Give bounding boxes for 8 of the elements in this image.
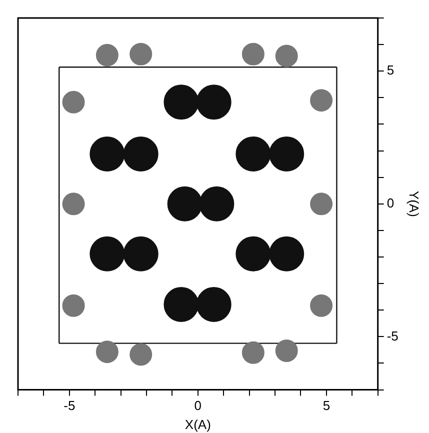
y-tick-label: 0 (386, 195, 394, 210)
x-tick-label: -5 (64, 398, 76, 414)
y-tick-label: 5 (386, 62, 394, 78)
y-tick-label: -5 (386, 328, 398, 344)
x-tick-label: 0 (194, 398, 202, 414)
x-tick-label: 5 (322, 398, 330, 414)
y-axis-title: Y(A) (406, 190, 422, 217)
x-axis-title: X(A) (184, 416, 211, 432)
